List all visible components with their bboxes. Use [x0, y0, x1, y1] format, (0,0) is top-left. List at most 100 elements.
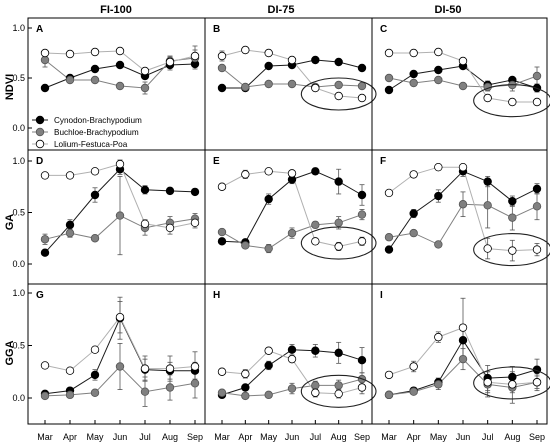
point-cynodon [334, 348, 343, 358]
point-buchloe [140, 83, 150, 93]
point-buchloe [90, 388, 100, 397]
point-lolium [115, 159, 125, 169]
point-lolium [334, 389, 343, 398]
point-buchloe [241, 391, 250, 401]
point-lolium [264, 346, 273, 355]
point-buchloe [264, 79, 273, 89]
point-cynodon [287, 345, 297, 354]
point-lolium [165, 223, 175, 233]
point-lolium [287, 169, 297, 178]
panel-frame [371, 283, 548, 425]
y-tick-label: 1.0 [12, 23, 25, 33]
point-buchloe [217, 63, 227, 73]
point-buchloe [384, 390, 394, 400]
panel-letter: G [36, 290, 44, 301]
point-lolium [165, 364, 175, 373]
panel-letter: I [380, 290, 383, 301]
legend-label: Lolium-Festuca-Poa [54, 140, 128, 149]
point-lolium [409, 362, 418, 371]
point-cynodon [165, 186, 175, 196]
point-lolium [409, 170, 418, 179]
point-lolium [65, 366, 75, 375]
x-tick-label: Aug [504, 432, 520, 442]
point-cynodon [508, 372, 517, 382]
x-tick-label: Apr [238, 432, 252, 442]
point-lolium [384, 370, 394, 380]
point-lolium [264, 48, 273, 58]
x-tick-label: Sep [354, 432, 370, 442]
point-buchloe [334, 381, 343, 390]
point-cynodon [90, 64, 100, 74]
panel-G: G 0.0 0.5 1.0 Mar Apr May Jun Jul Aug Sep [12, 283, 206, 442]
point-lolium [115, 46, 125, 56]
point-lolium [40, 48, 50, 58]
point-buchloe [357, 210, 367, 219]
point-lolium [65, 49, 75, 59]
highlight-ellipse [300, 374, 377, 408]
y-tick-label: 0.5 [12, 341, 25, 351]
legend-marker [35, 127, 45, 137]
highlight-ellipse [473, 233, 550, 267]
panel-D: D 0.0 0.5 1.0 [12, 149, 206, 285]
point-buchloe [434, 240, 443, 249]
point-lolium [434, 332, 443, 342]
point-lolium [140, 66, 150, 76]
point-lolium [115, 312, 125, 322]
point-buchloe [434, 75, 443, 85]
point-cynodon [409, 209, 418, 218]
row-label-gga: GGA [4, 340, 16, 365]
point-cynodon [40, 83, 50, 93]
x-tick-label: Jun [113, 432, 128, 442]
point-lolium [532, 97, 542, 107]
highlight-ellipse [300, 226, 377, 260]
point-buchloe [409, 228, 418, 238]
point-buchloe [508, 213, 517, 222]
legend-label: Cynodon-Brachypodium [54, 116, 142, 125]
x-tick-label: Aug [162, 432, 178, 442]
point-lolium [483, 378, 492, 387]
x-tick-label: May [430, 432, 448, 442]
point-lolium [140, 219, 150, 229]
column-title-fi100: FI-100 [100, 4, 132, 16]
point-buchloe [65, 228, 75, 238]
point-lolium [90, 47, 100, 57]
point-buchloe [384, 233, 394, 242]
point-buchloe [115, 211, 125, 220]
panel-letter: D [36, 156, 43, 167]
point-lolium [140, 364, 150, 373]
point-lolium [434, 162, 443, 172]
x-tick-label: Mar [381, 432, 397, 442]
point-lolium [311, 83, 320, 93]
point-buchloe [458, 81, 468, 91]
point-cynodon [311, 346, 320, 355]
y-tick-label: 1.0 [12, 288, 25, 298]
point-cynodon [357, 190, 367, 200]
point-cynodon [334, 177, 343, 186]
y-tick-label: 0.0 [12, 259, 25, 269]
x-tick-label: Aug [331, 432, 347, 442]
y-tick-label: 0.5 [12, 73, 25, 83]
point-lolium [458, 56, 468, 66]
point-buchloe [311, 381, 320, 390]
legend: Cynodon-Brachypodium Buchloe-Brachypodium… [32, 115, 142, 149]
point-buchloe [287, 384, 297, 393]
point-buchloe [165, 383, 175, 392]
point-lolium [532, 378, 542, 387]
point-lolium [483, 244, 492, 253]
point-lolium [334, 91, 343, 101]
panel-frame [204, 149, 373, 285]
panel-letter: B [213, 24, 220, 35]
point-cynodon [483, 177, 492, 186]
point-cynodon [264, 61, 273, 71]
point-cynodon [115, 60, 125, 70]
point-cynodon [217, 83, 227, 93]
point-buchloe [90, 234, 100, 243]
point-lolium [458, 323, 468, 332]
point-buchloe [40, 235, 50, 244]
point-lolium [483, 93, 492, 103]
point-cynodon [384, 245, 394, 254]
column-title-di50: DI-50 [435, 4, 462, 16]
point-cynodon [532, 184, 542, 194]
point-cynodon [40, 248, 50, 257]
